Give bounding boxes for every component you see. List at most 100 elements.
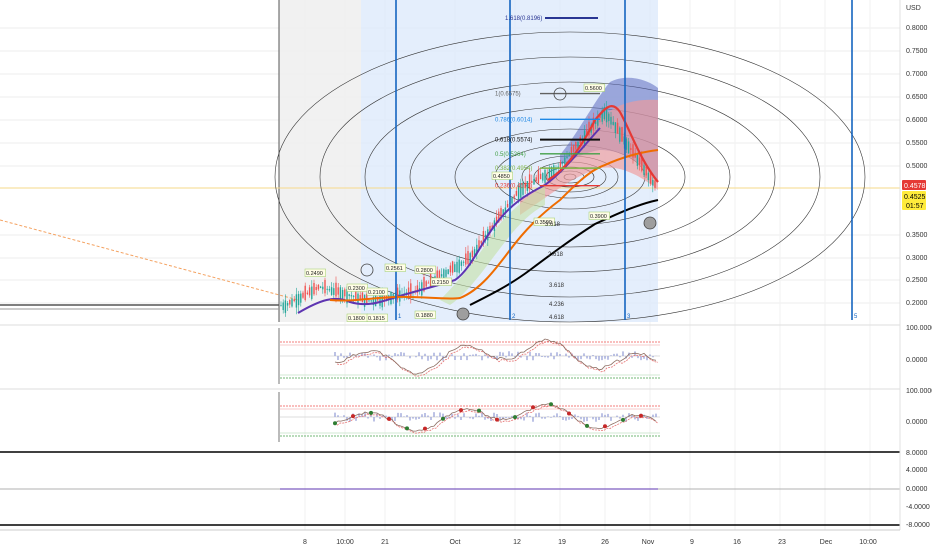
candle-body — [460, 261, 463, 266]
candle-body — [368, 300, 370, 302]
candle-body — [520, 183, 522, 198]
candle-body — [517, 185, 520, 201]
candle-body — [594, 121, 597, 124]
osc2-mid-label: 0.0000 — [906, 419, 928, 426]
candle-body — [423, 276, 425, 292]
fib-levels: 1.618(0.8196) 1(0.6575) 0.786(0.6014) 0.618… — [495, 16, 600, 190]
candle-body — [544, 169, 546, 183]
candle-body — [473, 249, 476, 256]
candle-body — [308, 287, 311, 296]
time-tick-label: Dec — [820, 539, 833, 546]
band-green — [440, 185, 545, 305]
candle-body — [597, 115, 599, 126]
time-tick-label: 26 — [601, 539, 609, 546]
fib-label: 1(0.6575) — [495, 92, 521, 98]
signal-dot — [567, 411, 571, 416]
time-tick-label: Nov — [642, 539, 655, 546]
candle-body — [616, 122, 619, 134]
candle-body — [471, 250, 474, 258]
signal-dot — [441, 416, 445, 421]
candle-body — [608, 113, 610, 122]
candle-body — [636, 155, 639, 166]
candle-body — [599, 115, 601, 118]
candle-body — [641, 157, 643, 171]
candle-body — [344, 289, 346, 297]
candle-body — [469, 253, 471, 266]
candle-body — [559, 162, 562, 168]
fib-ellipse — [274, 31, 866, 323]
candle-body — [537, 170, 540, 184]
point-label-text: 0.1880 — [416, 313, 433, 319]
osc3-upper-label: 4.0000 — [906, 467, 928, 474]
signal-dot — [423, 426, 427, 431]
cycle-label: 3 — [627, 314, 631, 320]
candle-body — [381, 292, 383, 308]
candle-body — [330, 287, 333, 295]
candle-body — [416, 285, 419, 293]
signal-line — [336, 340, 659, 377]
candle-body — [427, 282, 430, 284]
point-label-text: 0.1800 — [348, 316, 365, 322]
candle-body — [293, 299, 295, 302]
candle-body — [511, 197, 513, 204]
candle-body — [454, 264, 456, 272]
candle-body — [484, 234, 487, 240]
candle-body — [643, 165, 645, 175]
signal-dot — [495, 417, 499, 422]
time-axis[interactable]: 8 10:00 21 Oct 12 19 26 Nov 9 16 23 Dec 10:00 — [303, 539, 877, 546]
signal-dot — [531, 405, 535, 410]
candle-body — [315, 287, 317, 291]
circle-fib-label: 2.618 — [548, 252, 564, 258]
fib-label: 0.786(0.6014) — [495, 117, 532, 123]
candle-body — [300, 293, 302, 303]
candle-body — [614, 122, 617, 134]
candle-body — [480, 240, 482, 244]
osc1-top-label: 100.0000 — [906, 325, 932, 332]
point-label-box — [366, 287, 388, 296]
signal-dot — [351, 414, 355, 419]
signal-dot — [387, 416, 391, 421]
candle-body — [418, 287, 421, 290]
candle-body — [575, 141, 577, 150]
price-axis-unit: USD — [906, 5, 921, 12]
candle-body — [350, 295, 353, 297]
candle-body — [568, 154, 570, 156]
candle-body — [447, 269, 449, 275]
price-tick-label: 0.6500 — [906, 94, 928, 101]
candle-body — [495, 216, 498, 225]
candle-body — [372, 297, 375, 305]
price-axis[interactable]: USD 0.8000 0.7500 0.7000 0.6500 0.6000 0.5500 0… — [899, 0, 932, 530]
candle-body — [621, 126, 623, 142]
candle-body — [319, 286, 322, 288]
price-tick-label: 0.7500 — [906, 48, 928, 55]
candle-body — [335, 282, 337, 297]
point-label-box — [533, 217, 555, 226]
oscillator-pane-3 — [0, 451, 900, 526]
candle-body — [341, 289, 344, 299]
signal-dot — [513, 415, 517, 420]
circle-fib-label: 3.618 — [545, 222, 561, 228]
point-label-text: 0.3500 — [535, 220, 552, 226]
signal-dot — [477, 408, 481, 413]
last-price-text: 0.4578 — [904, 183, 926, 190]
circle-marker-open — [360, 263, 374, 277]
candle-body — [322, 286, 324, 290]
circle-marker-filled — [643, 216, 657, 230]
candle-body — [502, 209, 504, 217]
candle-body — [586, 129, 588, 136]
candle-body — [561, 162, 564, 164]
price-tick-label: 0.5000 — [906, 163, 928, 170]
candle-body — [548, 167, 551, 180]
candle-body — [627, 141, 630, 154]
candle-body — [535, 177, 537, 182]
point-label-box — [304, 268, 326, 277]
last-price-tag: 0.4578 — [902, 180, 926, 190]
time-tick-label: 10:00 — [336, 539, 354, 546]
price-tick-label: 0.2500 — [906, 277, 928, 284]
candle-body — [410, 283, 412, 298]
cycle-label: 1 — [398, 314, 402, 320]
candle-body — [297, 293, 300, 306]
signal-dot — [549, 402, 553, 407]
candle-body — [542, 173, 544, 181]
